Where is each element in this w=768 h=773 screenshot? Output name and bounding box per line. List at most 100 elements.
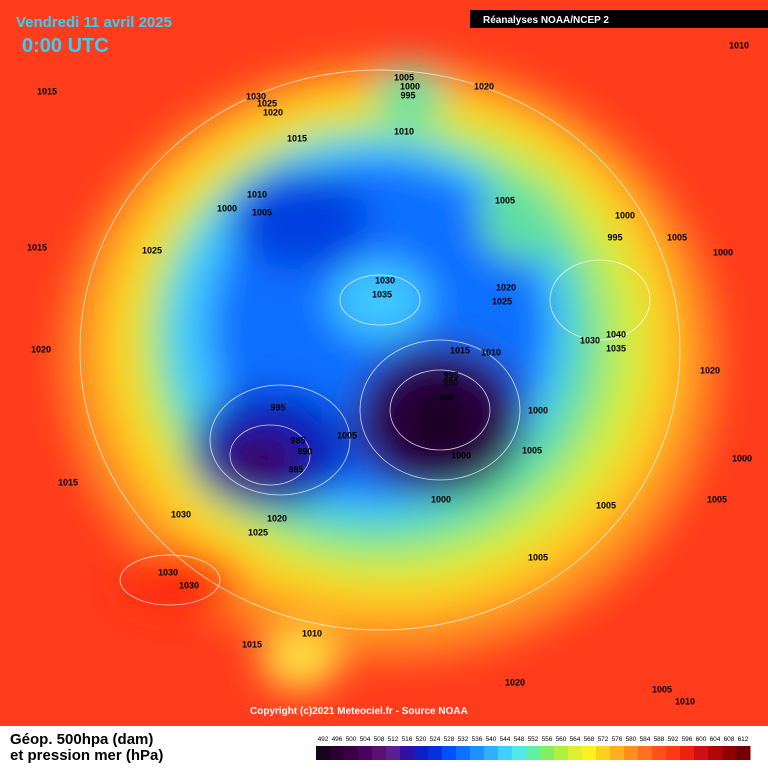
scale-swatch [456, 746, 471, 760]
isobar-label: 1020 [474, 81, 494, 91]
geopotential-field [60, 60, 720, 690]
scale-label: 564 [570, 736, 581, 743]
scale-swatch [554, 746, 569, 760]
scale-label: 532 [458, 736, 469, 743]
isobar-label: 1005 [252, 207, 272, 217]
isobar-label: 1030 [580, 335, 600, 345]
isobar-label: 995 [400, 90, 415, 100]
isobar-label: 1025 [492, 296, 512, 306]
scale-swatch [498, 746, 513, 760]
isobar-label: 1010 [729, 40, 749, 50]
isobar-label: 1005 [522, 445, 542, 455]
scale-label: 572 [598, 736, 609, 743]
isobar-label: 1025 [257, 98, 277, 108]
isobar-label: 1020 [267, 513, 287, 523]
isobar-label: 1005 [667, 232, 687, 242]
scale-label: 568 [584, 736, 595, 743]
scale-swatch [512, 746, 527, 760]
scale-swatch [596, 746, 611, 760]
isobar-label: 1010 [394, 126, 414, 136]
scale-label: 596 [682, 736, 693, 743]
scale-swatch [414, 746, 429, 760]
isobar-label: 1015 [37, 86, 57, 96]
isobar-lines [79, 69, 681, 631]
isobar-label: 1000 [732, 453, 752, 463]
isobar-label: 1000 [528, 405, 548, 415]
scale-swatch [316, 746, 331, 760]
isobar-label: 1005 [495, 195, 515, 205]
scale-label: 504 [360, 736, 371, 743]
scale-swatch [526, 746, 541, 760]
scale-label: 600 [696, 736, 707, 743]
header-bar [470, 10, 768, 28]
isobar-label: 1010 [675, 696, 695, 706]
isobar-label: 1010 [302, 628, 322, 638]
scale-label: 604 [710, 736, 721, 743]
color-scale: 492 496 500 504 508 512 516 520 524 528 532 536 540 5… [316, 736, 751, 760]
isobar-label: 1015 [27, 242, 47, 252]
isobar-label: 1015 [242, 639, 262, 649]
scale-swatch [624, 746, 639, 760]
isobar-label: 990 [443, 377, 458, 387]
scale-swatch [708, 746, 723, 760]
legend-title: Géop. 500hpa (dam) [10, 731, 153, 748]
scale-label: 540 [486, 736, 497, 743]
isobar-label: 995 [443, 370, 458, 380]
isobar-label: 1005 [337, 430, 357, 440]
scale-label: 552 [528, 736, 539, 743]
isobar-label: 1030 [158, 567, 178, 577]
source-label: Réanalyses NOAA/NCEP 2 [483, 15, 609, 26]
scale-label: 492 [318, 736, 329, 743]
scale-label: 536 [472, 736, 483, 743]
scale-swatch [610, 746, 625, 760]
scale-swatch [540, 746, 555, 760]
scale-label: 528 [444, 736, 455, 743]
isobar-label: 1035 [606, 343, 626, 353]
isobar-label: 1035 [372, 289, 392, 299]
isobar-label: 1030 [375, 275, 395, 285]
isobar-label: 1025 [142, 245, 162, 255]
scale-swatch [666, 746, 681, 760]
scale-label: 512 [388, 736, 399, 743]
isobar-label: 1000 [431, 494, 451, 504]
isobar-label: 1005 [707, 494, 727, 504]
isobar-label: 1005 [528, 552, 548, 562]
isobar-label: 1010 [481, 347, 501, 357]
scale-label: 588 [654, 736, 665, 743]
scale-label: 508 [374, 736, 385, 743]
scale-label: 496 [332, 736, 343, 743]
scale-label: 580 [626, 736, 637, 743]
isobar-label: 1015 [58, 477, 78, 487]
isobar-label: 1020 [31, 344, 51, 354]
isobar-label: 1000 [713, 247, 733, 257]
isobar-label: 1030 [171, 509, 191, 519]
isobar-label: 1000 [217, 203, 237, 213]
isobar-label: 1030 [246, 91, 266, 101]
isobar-label: 1040 [606, 329, 626, 339]
scale-swatch [722, 746, 737, 760]
scale-swatch [400, 746, 415, 760]
scale-swatch [638, 746, 653, 760]
scale-swatch [694, 746, 709, 760]
scale-label: 612 [738, 736, 749, 743]
scale-label: 608 [724, 736, 735, 743]
copyright: Copyright (c)2021 Meteociel.fr - Source … [250, 706, 468, 717]
legend-subtitle: et pression mer (hPa) [10, 747, 163, 764]
scale-label: 576 [612, 736, 623, 743]
scale-swatch [470, 746, 485, 760]
scale-label: 500 [346, 736, 357, 743]
scale-swatch [428, 746, 443, 760]
isobar-label: 1005 [652, 684, 672, 694]
scale-swatch [442, 746, 457, 760]
scale-swatch [358, 746, 373, 760]
isobar-label: 1015 [450, 345, 470, 355]
isobar-label: 1005 [596, 500, 616, 510]
isobar-label: 1010 [247, 189, 267, 199]
scale-label: 592 [668, 736, 679, 743]
scale-label: 560 [556, 736, 567, 743]
scale-swatch [680, 746, 695, 760]
scale-label: 516 [402, 736, 413, 743]
isobar-label: 1000 [451, 450, 471, 460]
